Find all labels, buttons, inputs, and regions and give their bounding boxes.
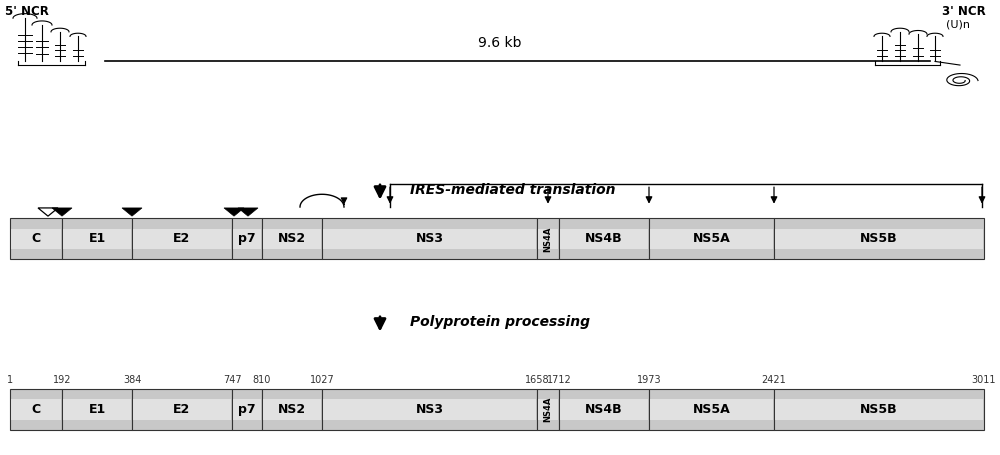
FancyBboxPatch shape [559,389,649,430]
FancyBboxPatch shape [538,399,558,420]
Text: Polyprotein processing: Polyprotein processing [410,315,590,329]
FancyBboxPatch shape [63,228,131,249]
FancyBboxPatch shape [11,228,61,249]
Text: 1027: 1027 [310,375,334,385]
FancyBboxPatch shape [323,228,536,249]
FancyBboxPatch shape [774,389,984,430]
FancyBboxPatch shape [775,399,983,420]
Text: p7: p7 [238,233,256,245]
FancyBboxPatch shape [263,228,321,249]
Text: NS5A: NS5A [693,233,730,245]
FancyBboxPatch shape [649,218,774,259]
FancyBboxPatch shape [262,218,322,259]
FancyBboxPatch shape [10,218,62,259]
Text: NS3: NS3 [416,233,444,245]
Text: NS4A: NS4A [544,397,552,422]
FancyBboxPatch shape [232,389,262,430]
Text: 747: 747 [223,375,241,385]
Text: 192: 192 [53,375,71,385]
FancyBboxPatch shape [322,218,537,259]
Polygon shape [238,208,258,216]
FancyBboxPatch shape [559,218,649,259]
FancyBboxPatch shape [10,389,62,430]
FancyBboxPatch shape [132,218,232,259]
FancyBboxPatch shape [323,399,536,420]
Text: 1: 1 [7,375,13,385]
Text: 1973: 1973 [637,375,661,385]
Polygon shape [38,208,58,216]
Text: E1: E1 [88,233,106,245]
Text: NS4B: NS4B [585,233,623,245]
FancyBboxPatch shape [560,228,648,249]
FancyBboxPatch shape [133,228,231,249]
Text: 5' NCR: 5' NCR [5,5,49,18]
Text: IRES-mediated translation: IRES-mediated translation [410,183,616,197]
FancyBboxPatch shape [233,399,261,420]
FancyBboxPatch shape [62,389,132,430]
FancyBboxPatch shape [262,389,322,430]
Text: NS5B: NS5B [860,403,898,416]
Polygon shape [224,208,244,216]
Text: NS2: NS2 [278,403,306,416]
Text: 3011: 3011 [972,375,996,385]
FancyBboxPatch shape [11,399,61,420]
Text: 1712: 1712 [547,375,571,385]
FancyBboxPatch shape [62,218,132,259]
Text: p7: p7 [238,403,256,416]
Text: NS2: NS2 [278,233,306,245]
FancyBboxPatch shape [132,389,232,430]
FancyBboxPatch shape [650,399,773,420]
Text: 9.6 kb: 9.6 kb [478,36,522,50]
Text: 1658: 1658 [525,375,549,385]
Text: E1: E1 [88,403,106,416]
Text: NS4A: NS4A [544,226,552,252]
FancyBboxPatch shape [650,228,773,249]
FancyBboxPatch shape [560,399,648,420]
Polygon shape [52,208,72,216]
Text: 3' NCR: 3' NCR [942,5,986,18]
Text: 2421: 2421 [762,375,786,385]
FancyBboxPatch shape [774,218,984,259]
FancyBboxPatch shape [538,228,558,249]
Text: (U)n: (U)n [946,19,970,29]
Text: NS3: NS3 [416,403,444,416]
FancyBboxPatch shape [537,389,559,430]
FancyBboxPatch shape [133,399,231,420]
Text: C: C [31,233,41,245]
Text: 810: 810 [253,375,271,385]
FancyBboxPatch shape [322,389,537,430]
FancyBboxPatch shape [263,399,321,420]
Text: NS4B: NS4B [585,403,623,416]
Text: C: C [31,403,41,416]
FancyBboxPatch shape [63,399,131,420]
Polygon shape [122,208,142,216]
Text: E2: E2 [173,233,191,245]
Text: NS5B: NS5B [860,233,898,245]
FancyBboxPatch shape [233,228,261,249]
FancyBboxPatch shape [232,218,262,259]
FancyBboxPatch shape [649,389,774,430]
FancyBboxPatch shape [775,228,983,249]
FancyBboxPatch shape [537,218,559,259]
Text: 384: 384 [123,375,141,385]
Text: E2: E2 [173,403,191,416]
Text: NS5A: NS5A [693,403,730,416]
